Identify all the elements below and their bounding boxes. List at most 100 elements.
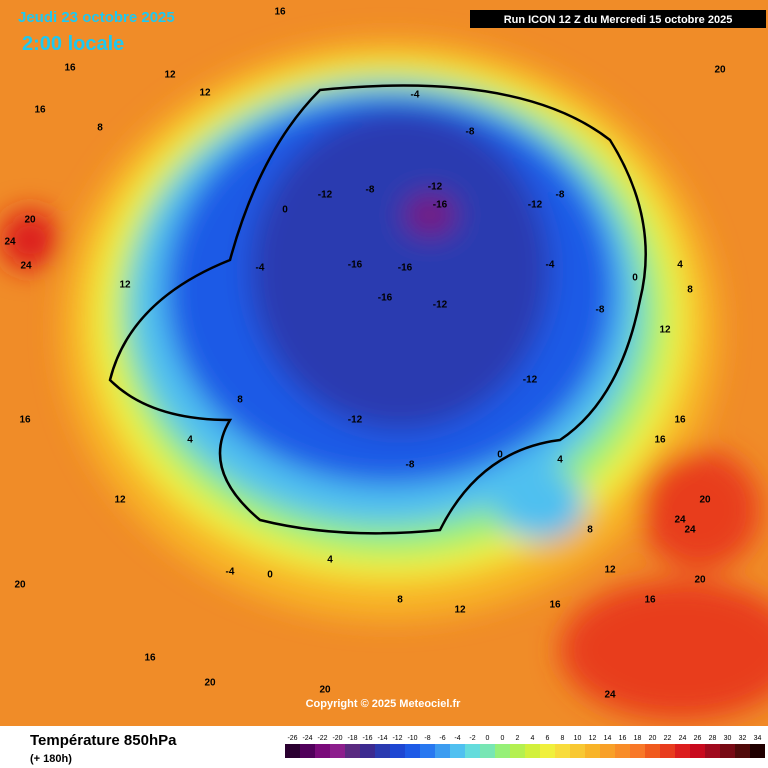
colorbar-swatch bbox=[465, 744, 480, 758]
colorbar-swatch bbox=[585, 744, 600, 758]
contour-label: 0 bbox=[497, 450, 503, 461]
colorbar-swatch bbox=[735, 744, 750, 758]
colorbar-swatch bbox=[495, 744, 510, 758]
colorbar-label: -2 bbox=[469, 735, 475, 742]
contour-label: 24 bbox=[20, 261, 32, 272]
contour-label: -8 bbox=[366, 185, 375, 196]
colorbar-label: -24 bbox=[302, 735, 312, 742]
colorbar-label: 4 bbox=[531, 735, 535, 742]
contour-label: 8 bbox=[687, 285, 693, 296]
colorbar-swatch bbox=[330, 744, 345, 758]
contour-label: 8 bbox=[97, 123, 103, 134]
colorbar-swatch bbox=[345, 744, 360, 758]
contour-label: -4 bbox=[411, 90, 420, 101]
colorbar-label: -4 bbox=[454, 735, 460, 742]
contour-label: 0 bbox=[632, 273, 638, 284]
colorbar-swatch bbox=[420, 744, 435, 758]
contour-label: 4 bbox=[327, 555, 333, 566]
colorbar-swatch bbox=[660, 744, 675, 758]
colorbar-label: 6 bbox=[546, 735, 550, 742]
contour-label: -12 bbox=[433, 300, 448, 311]
contour-label: 20 bbox=[714, 65, 726, 76]
contour-label: 16 bbox=[274, 7, 286, 18]
contour-label: -12 bbox=[318, 190, 333, 201]
contour-label: 12 bbox=[119, 280, 131, 291]
colorbar-label: 30 bbox=[724, 735, 732, 742]
colorbar-swatch bbox=[390, 744, 405, 758]
colorbar-label: 22 bbox=[664, 735, 672, 742]
contour-label: 16 bbox=[674, 415, 686, 426]
contour-label: -4 bbox=[256, 263, 265, 274]
contour-label: 20 bbox=[24, 215, 36, 226]
colorbar-label: 0 bbox=[486, 735, 490, 742]
contour-label: -16 bbox=[398, 263, 413, 274]
copyright: Copyright © 2025 Meteociel.fr bbox=[306, 698, 462, 710]
colorbar-swatch bbox=[555, 744, 570, 758]
contour-label: -8 bbox=[556, 190, 565, 201]
footer-title: Température 850hPa bbox=[30, 732, 177, 749]
colorbar-label: 16 bbox=[619, 735, 627, 742]
colorbar-swatch bbox=[600, 744, 615, 758]
colorbar-label: 26 bbox=[694, 735, 702, 742]
contour-label: 16 bbox=[549, 600, 561, 611]
colorbar-swatch bbox=[675, 744, 690, 758]
contour-label: -12 bbox=[528, 200, 543, 211]
contour-label: 8 bbox=[397, 595, 403, 606]
colorbar-label: 2 bbox=[516, 735, 520, 742]
colorbar-swatch bbox=[285, 744, 300, 758]
contour-label: -12 bbox=[348, 415, 363, 426]
contour-label: 24 bbox=[604, 690, 616, 701]
contour-label: 0 bbox=[267, 570, 273, 581]
contour-label: -4 bbox=[226, 567, 235, 578]
contour-label: 4 bbox=[187, 435, 193, 446]
colorbar-label: 10 bbox=[574, 735, 582, 742]
contour-label: -4 bbox=[546, 260, 555, 271]
time-label: 2:00 locale bbox=[22, 33, 124, 55]
contour-label: 12 bbox=[604, 565, 616, 576]
zero-isotherm bbox=[108, 84, 647, 535]
contour-label: 24 bbox=[4, 237, 16, 248]
colorbar-swatch bbox=[360, 744, 375, 758]
colorbar-label: -8 bbox=[424, 735, 430, 742]
colorbar-swatch bbox=[690, 744, 705, 758]
colorbar-swatch bbox=[720, 744, 735, 758]
contour-label: 12 bbox=[114, 495, 126, 506]
contour-label: 16 bbox=[34, 105, 46, 116]
contour-label: -12 bbox=[428, 182, 443, 193]
colorbar-label: 34 bbox=[754, 735, 762, 742]
run-banner bbox=[470, 10, 766, 28]
contour-label: -16 bbox=[348, 260, 363, 271]
contour-label: 24 bbox=[684, 525, 696, 536]
colorbar-label: -18 bbox=[347, 735, 357, 742]
colorbar-label: 18 bbox=[634, 735, 642, 742]
colorbar-swatch bbox=[645, 744, 660, 758]
colorbar-swatch bbox=[630, 744, 645, 758]
run-label: Run ICON 12 Z du Mercredi 15 octobre 202… bbox=[504, 14, 733, 26]
contour-label: -16 bbox=[433, 200, 448, 211]
colorbar-swatch bbox=[450, 744, 465, 758]
contour-label: 16 bbox=[654, 435, 666, 446]
contour-label: 4 bbox=[557, 455, 563, 466]
contour-label: 12 bbox=[199, 88, 211, 99]
contour-label: 8 bbox=[237, 395, 243, 406]
contour-label: 16 bbox=[64, 63, 76, 74]
colorbar-swatch bbox=[375, 744, 390, 758]
colorbar-label: -14 bbox=[377, 735, 387, 742]
colorbar-label: -20 bbox=[332, 735, 342, 742]
contour-label: 16 bbox=[19, 415, 31, 426]
colorbar-label: -10 bbox=[407, 735, 417, 742]
contour-label: 4 bbox=[677, 260, 683, 271]
colorbar-label: 24 bbox=[679, 735, 687, 742]
contour-label: -12 bbox=[523, 375, 538, 386]
contour-label: -16 bbox=[378, 293, 393, 304]
contour-label: 20 bbox=[319, 685, 331, 696]
contour-label: 20 bbox=[699, 495, 711, 506]
contour-label: 12 bbox=[164, 70, 176, 81]
colorbar-label: 20 bbox=[649, 735, 657, 742]
colorbar-swatch bbox=[750, 744, 765, 758]
colorbar-label: 0 bbox=[501, 735, 505, 742]
colorbar-label: 32 bbox=[739, 735, 747, 742]
contour-label: 20 bbox=[14, 580, 26, 591]
colorbar-swatch bbox=[615, 744, 630, 758]
